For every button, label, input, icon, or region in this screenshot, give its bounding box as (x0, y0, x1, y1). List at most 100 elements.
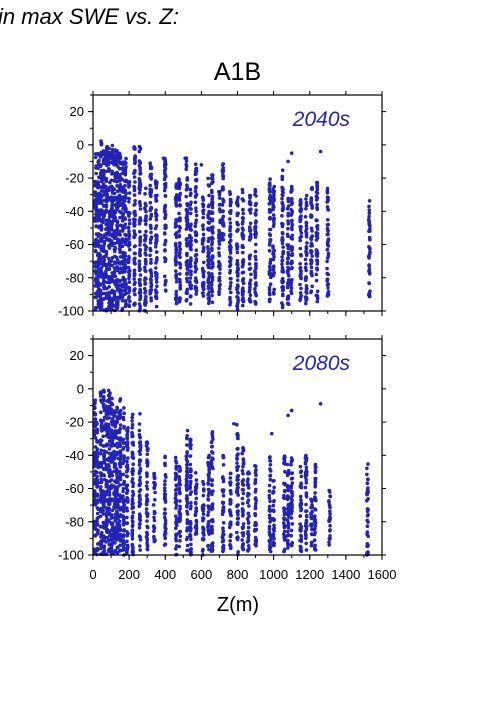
data-point (154, 184, 158, 188)
data-point (210, 229, 215, 233)
data-point (304, 533, 308, 538)
data-point (328, 528, 332, 533)
data-point (99, 485, 103, 489)
data-point (283, 482, 287, 486)
data-point (107, 416, 111, 420)
data-point (235, 433, 240, 438)
data-point (267, 285, 272, 290)
data-point (137, 221, 142, 226)
data-point (98, 514, 103, 519)
data-point (98, 155, 103, 159)
data-point (107, 447, 112, 451)
data-point (304, 465, 309, 470)
data-point (185, 512, 190, 516)
data-point (143, 282, 147, 286)
data-point (118, 527, 122, 532)
data-point (96, 239, 101, 243)
data-point (99, 269, 104, 274)
data-point (304, 536, 308, 541)
data-point (193, 279, 198, 283)
data-point (122, 406, 126, 410)
data-point (188, 519, 193, 524)
data-point (206, 239, 211, 243)
data-point (117, 160, 122, 164)
data-point (120, 195, 125, 199)
data-point (138, 521, 142, 526)
data-point (185, 535, 190, 540)
data-point (201, 530, 206, 534)
data-point (235, 482, 240, 487)
data-point (286, 256, 290, 261)
data-point (201, 232, 206, 237)
data-point (109, 228, 114, 232)
data-point (367, 254, 371, 258)
data-point (121, 534, 125, 539)
data-point (112, 266, 117, 270)
data-point (177, 181, 181, 186)
data-point (188, 462, 193, 467)
data-point (184, 496, 189, 501)
data-point (104, 177, 109, 181)
data-point (120, 238, 125, 243)
data-point (162, 543, 167, 547)
data-point (271, 190, 276, 195)
data-point (154, 214, 159, 218)
data-point (104, 522, 108, 527)
data-point (299, 524, 304, 529)
data-point (173, 477, 178, 482)
data-point (104, 493, 109, 497)
data-point (315, 293, 319, 298)
chart-title: A1B (213, 58, 262, 86)
data-point (309, 261, 314, 266)
data-point (148, 200, 153, 205)
data-point (217, 253, 222, 258)
data-point (365, 507, 370, 511)
data-point (125, 543, 130, 548)
data-point (228, 251, 233, 255)
data-point (228, 497, 232, 502)
data-point (118, 457, 123, 462)
data-point (240, 538, 244, 542)
data-point (254, 213, 258, 217)
data-point (118, 238, 122, 242)
data-point (125, 550, 129, 554)
data-point (174, 491, 178, 496)
data-point (248, 225, 252, 229)
data-point (241, 491, 246, 496)
data-point (185, 202, 190, 206)
data-point (282, 529, 287, 534)
data-point (132, 224, 137, 228)
data-point (123, 222, 128, 227)
data-point (254, 283, 258, 288)
data-point (120, 244, 125, 248)
data-point (116, 258, 120, 262)
data-point (177, 211, 181, 216)
data-point (149, 257, 153, 262)
y-tick-label: -40 (65, 204, 84, 219)
data-point (193, 488, 198, 492)
data-point (268, 516, 273, 521)
data-point (109, 486, 114, 491)
data-point (267, 489, 272, 493)
data-point (106, 160, 111, 164)
data-point (206, 522, 211, 527)
data-point (241, 198, 246, 203)
data-point (289, 286, 294, 290)
data-point (304, 548, 309, 552)
data-point (112, 491, 116, 495)
data-point (299, 507, 304, 512)
data-point (138, 207, 143, 211)
data-point (125, 515, 129, 520)
data-point (309, 265, 314, 270)
data-point (183, 156, 187, 160)
data-point (178, 247, 183, 252)
data-point (241, 208, 245, 212)
data-point (95, 420, 99, 425)
data-point (228, 480, 232, 485)
data-point (210, 188, 214, 193)
data-point (188, 203, 193, 207)
data-point (93, 260, 97, 265)
data-point (112, 525, 117, 530)
data-point (268, 549, 273, 554)
data-point (144, 444, 149, 448)
